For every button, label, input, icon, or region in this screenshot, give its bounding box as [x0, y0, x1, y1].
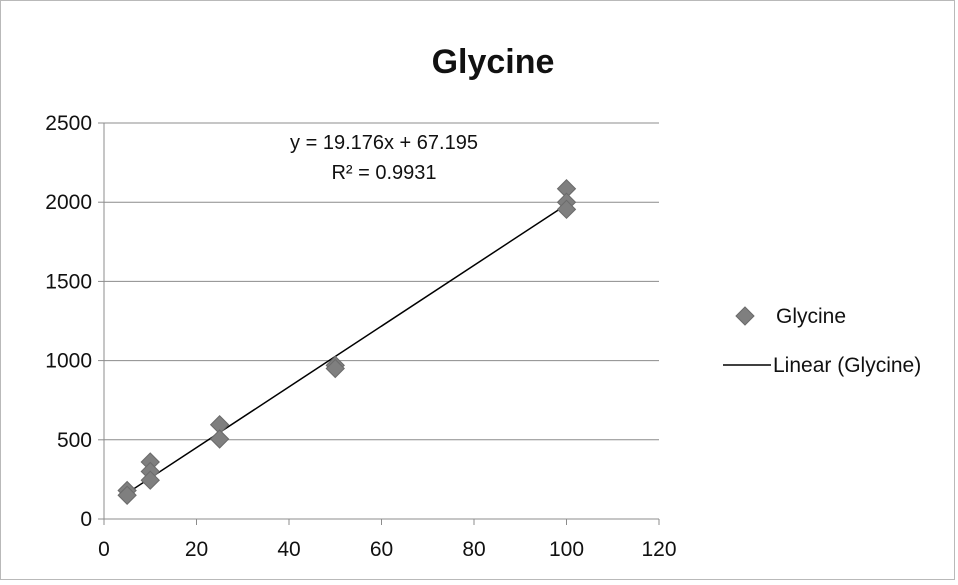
legend-glycine-marker	[735, 306, 755, 326]
y-tick-label: 0	[80, 508, 92, 531]
glycine-data-point	[209, 429, 230, 449]
x-tick-label: 100	[549, 538, 584, 561]
trendline-r-squared: R² = 0.9931	[331, 162, 436, 184]
x-tick-label: 60	[370, 538, 393, 561]
legend: Glycine Linear (Glycine)	[723, 305, 921, 377]
legend-glycine-label: Glycine	[776, 305, 846, 328]
trendline-layer	[126, 203, 567, 494]
trendline-equation: y = 19.176x + 67.195	[290, 132, 478, 154]
y-tick-label: 1000	[45, 350, 92, 373]
y-tick-label: 2500	[45, 112, 92, 135]
glycine-data-point	[140, 470, 160, 490]
x-tick-label: 120	[641, 538, 676, 561]
x-tick-label: 40	[277, 538, 300, 561]
glycine-data-point	[325, 358, 345, 379]
glycine-data-point	[117, 485, 137, 505]
legend-linear-label: Linear (Glycine)	[773, 354, 921, 377]
chart-title: Glycine	[432, 43, 555, 81]
y-tick-label: 1500	[45, 270, 92, 293]
x-tick-label: 20	[185, 538, 208, 561]
data-points	[117, 179, 577, 505]
x-tick-label: 80	[462, 538, 485, 561]
axes: 0 500 1000 1500 2000 2500 0 20 40 60 80 100 120	[45, 112, 676, 561]
linear-trendline	[126, 203, 567, 494]
y-tick-label: 500	[57, 429, 92, 452]
x-tick-label: 0	[98, 538, 110, 561]
glycine-data-point	[556, 199, 577, 220]
y-tick-label: 2000	[45, 191, 92, 214]
